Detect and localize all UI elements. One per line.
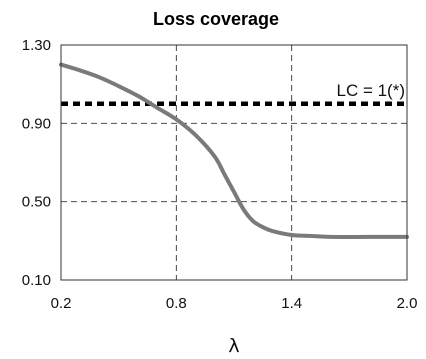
x-axis-label: λ: [228, 335, 239, 357]
chart-title: Loss coverage: [153, 9, 279, 29]
x-tick-label: 1.4: [281, 295, 302, 312]
x-axis-ticks: 0.2 0.8 1.4 2.0: [51, 295, 418, 312]
y-tick-label: 0.90: [22, 115, 51, 132]
y-axis-ticks: 0.10 0.50 0.90 1.30: [22, 37, 51, 289]
y-tick-label: 1.30: [22, 37, 51, 54]
reference-line-label: LC = 1(*): [337, 81, 406, 100]
y-tick-label: 0.50: [22, 194, 51, 211]
x-tick-label: 2.0: [397, 295, 418, 312]
plot-frame: [60, 44, 408, 281]
series-group: [59, 62, 409, 239]
x-tick-label: 0.8: [166, 295, 187, 312]
x-tick-label: 0.2: [51, 295, 72, 312]
series-line-0: [59, 62, 409, 239]
y-tick-label: 0.10: [22, 272, 51, 289]
reference-line-group: LC = 1(*): [61, 81, 407, 106]
grid: [61, 45, 407, 280]
